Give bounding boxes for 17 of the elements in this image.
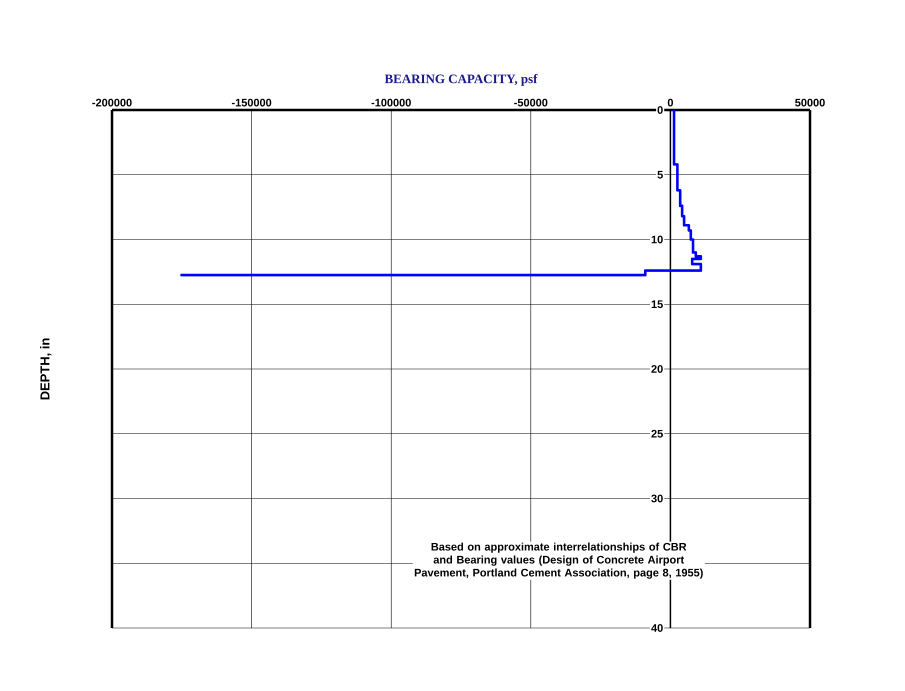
x-tick-label: 50000 bbox=[795, 98, 825, 106]
x-tick-label: -100000 bbox=[372, 98, 411, 106]
y-axis-title: DEPTH, in bbox=[40, 338, 52, 400]
y-tick-label: 40 bbox=[651, 624, 663, 632]
x-tick-label: -50000 bbox=[514, 98, 548, 106]
annotation: Based on approximate interrelationships of CBR and Bearing values (Design of Concrete Airport Pavement, Portland Cement Association, page 8, 1955) bbox=[414, 542, 703, 579]
x-tick-label: 0 bbox=[668, 98, 674, 106]
x-tick-label: -150000 bbox=[232, 98, 272, 106]
y-tick-label: 20 bbox=[651, 365, 663, 373]
y-tick-label: 15 bbox=[652, 300, 663, 308]
y-tick-label: 0 bbox=[658, 106, 663, 114]
y-tick-label: 10 bbox=[652, 236, 663, 244]
y-tick-label: 5 bbox=[657, 170, 663, 179]
y-tick-label: 25 bbox=[651, 430, 663, 438]
x-axis-title: BEARING CAPACITY, psf bbox=[384, 74, 538, 86]
y-tick-label: 30 bbox=[651, 494, 663, 502]
x-tick-label: -200000 bbox=[92, 98, 132, 106]
